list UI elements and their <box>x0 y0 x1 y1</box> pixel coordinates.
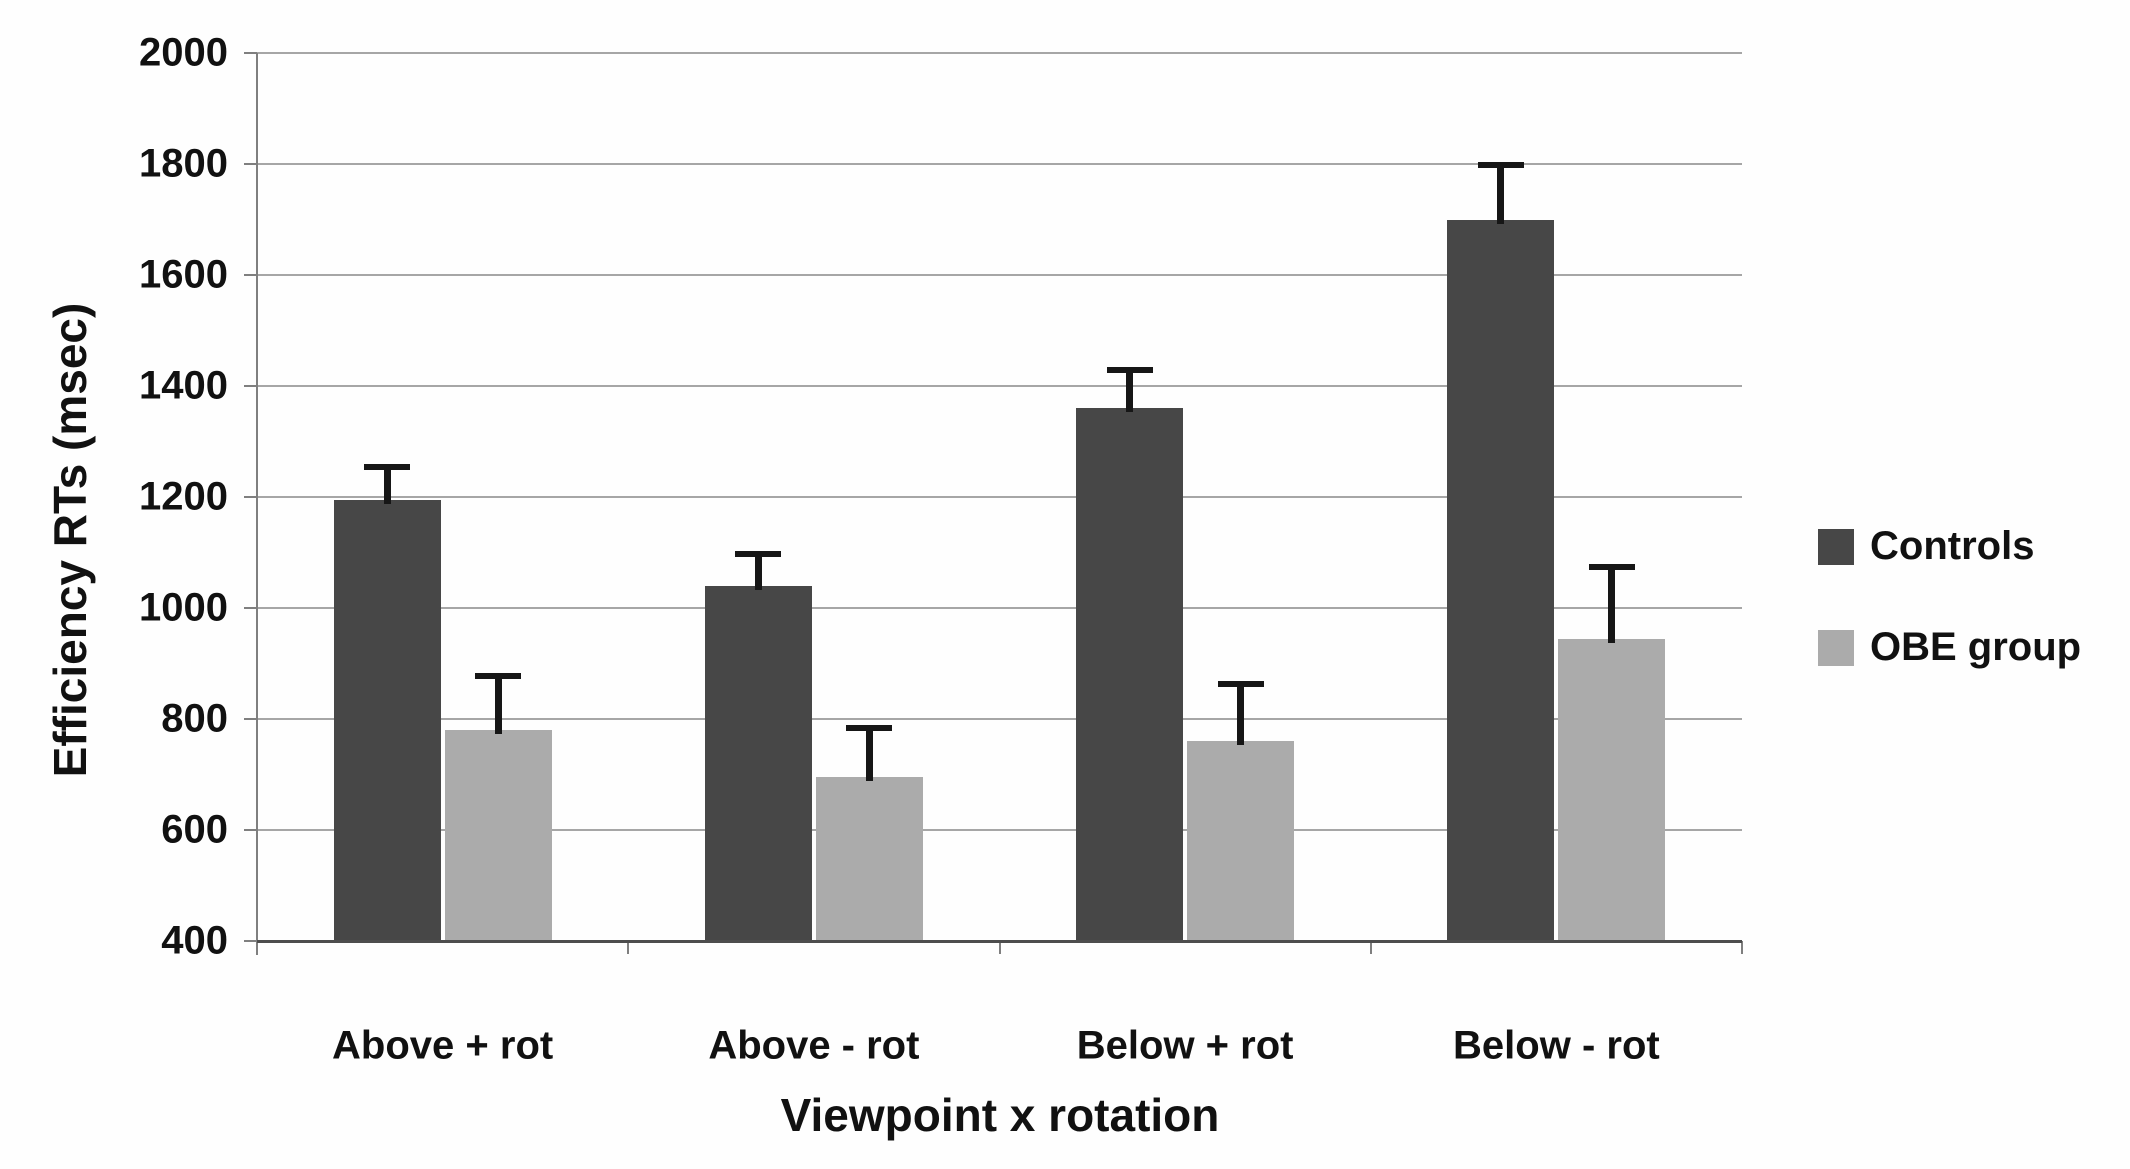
legend: Controls OBE group <box>1818 524 2081 726</box>
y-tick-label-800: 800 <box>161 696 228 741</box>
x-axis-line <box>257 940 1742 943</box>
error-bar-cap-obe-group-below-rot <box>1217 680 1264 687</box>
x-tick-1 <box>627 941 630 954</box>
y-tick-600 <box>244 829 257 831</box>
error-bar-cap-obe-group-above-rot <box>846 725 893 732</box>
error-bar-cap-obe-group-below-rot <box>1588 564 1635 571</box>
error-bar-cap-controls-above-rot <box>735 550 782 557</box>
y-tick-1000 <box>244 607 257 609</box>
gridline-1400 <box>257 385 1742 387</box>
error-bar-obe-group-above-rot <box>865 727 873 782</box>
legend-label: OBE group <box>1870 625 2082 669</box>
category-label-above-rot: Above + rot <box>332 1023 554 1068</box>
legend-item-obe-group: OBE group <box>1818 625 2081 670</box>
y-tick-label-1000: 1000 <box>139 585 228 630</box>
gridline-2000 <box>257 52 1742 54</box>
x-tick-0 <box>256 941 258 954</box>
bar-obe-group-below-rot <box>1558 638 1666 941</box>
y-tick-1600 <box>244 274 257 276</box>
bar-obe-group-below-rot <box>1187 741 1295 941</box>
y-tick-label-1400: 1400 <box>139 363 228 408</box>
category-label-above-rot: Above - rot <box>708 1023 920 1068</box>
legend-swatch-icon <box>1818 528 1854 565</box>
y-tick-label-600: 600 <box>161 807 228 852</box>
error-bar-cap-obe-group-above-rot <box>475 672 522 679</box>
error-bar-obe-group-below-rot <box>1608 566 1616 643</box>
error-bar-cap-controls-below-rot <box>1477 162 1524 168</box>
x-tick-2 <box>998 941 1001 954</box>
error-bar-cap-controls-below-rot <box>1106 367 1153 374</box>
error-bar-controls-above-rot <box>383 466 391 504</box>
error-bar-obe-group-above-rot <box>494 674 502 735</box>
y-tick-label-1800: 1800 <box>139 141 228 186</box>
y-tick-2000 <box>244 52 257 54</box>
bar-controls-below-rot <box>1076 408 1184 941</box>
error-bar-cap-controls-above-rot <box>364 464 411 471</box>
gridline-1800 <box>257 163 1742 165</box>
gridline-1600 <box>257 274 1742 276</box>
bar-obe-group-above-rot <box>444 730 552 941</box>
legend-item-controls: Controls <box>1818 524 2081 569</box>
bar-controls-below-rot <box>1447 219 1555 941</box>
legend-swatch-icon <box>1818 629 1854 666</box>
gridline-1000 <box>257 607 1742 609</box>
y-tick-label-1600: 1600 <box>139 252 228 297</box>
y-tick-1800 <box>244 163 257 165</box>
error-bar-controls-below-rot <box>1497 164 1505 224</box>
legend-label: Controls <box>1870 524 2035 568</box>
y-tick-400 <box>244 940 257 942</box>
gridline-1200 <box>257 496 1742 498</box>
gridline-800 <box>257 718 1742 720</box>
bar-controls-above-rot <box>704 585 812 941</box>
y-tick-800 <box>244 718 257 720</box>
y-tick-label-400: 400 <box>161 918 228 963</box>
bar-obe-group-above-rot <box>815 777 923 941</box>
category-label-below-rot: Below + rot <box>1076 1023 1294 1068</box>
y-tick-1400 <box>244 385 257 387</box>
error-bar-controls-below-rot <box>1126 369 1134 413</box>
gridline-600 <box>257 829 1742 831</box>
error-bar-obe-group-below-rot <box>1237 682 1245 746</box>
y-tick-label-2000: 2000 <box>139 30 228 75</box>
y-tick-label-1200: 1200 <box>139 474 228 519</box>
bar-controls-above-rot <box>333 499 441 941</box>
y-axis-line <box>256 53 258 955</box>
x-tick-4 <box>1741 941 1743 954</box>
x-axis-title: Viewpoint x rotation <box>780 1089 1220 1141</box>
category-label-below-rot: Below - rot <box>1453 1023 1660 1068</box>
x-tick-3 <box>1369 941 1372 954</box>
y-tick-1200 <box>244 496 257 498</box>
error-bar-controls-above-rot <box>754 552 762 590</box>
